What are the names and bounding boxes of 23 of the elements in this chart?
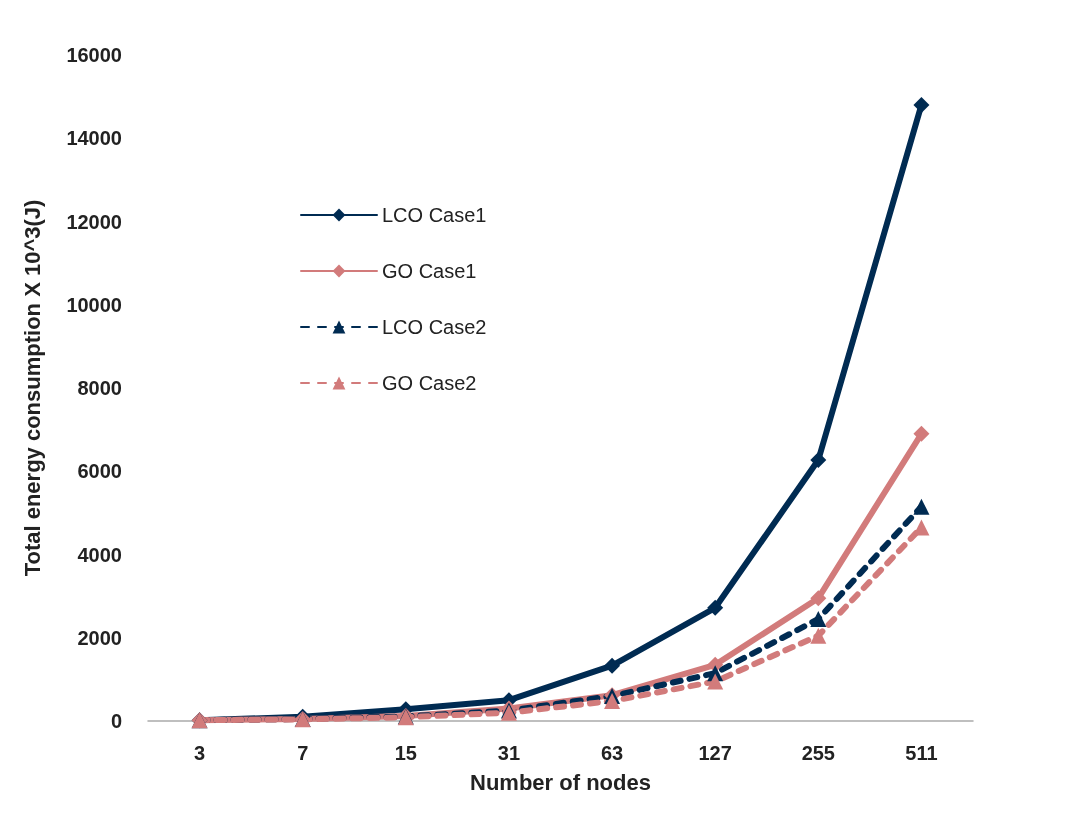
- legend-label: GO Case1: [382, 260, 477, 282]
- legend-label: GO Case2: [382, 372, 477, 394]
- x-tick-label: 127: [698, 742, 732, 764]
- x-tick-label: 15: [394, 742, 417, 764]
- y-tick-label: 6000: [77, 460, 122, 483]
- x-tick-label: 7: [297, 742, 309, 764]
- y-tick-label: 2000: [77, 626, 122, 649]
- y-tick-label: 10000: [66, 293, 122, 316]
- y-tick-label: 4000: [77, 543, 122, 566]
- y-axis-title: Total energy consumption X 10^3(J): [19, 199, 45, 577]
- x-axis-title: Number of nodes: [470, 769, 651, 795]
- x-tick-label: 3: [194, 742, 206, 764]
- x-tick-label: 511: [905, 742, 938, 764]
- y-tick-label: 12000: [66, 210, 122, 233]
- y-tick-label: 8000: [77, 377, 122, 399]
- legend-label: LCO Case2: [382, 316, 487, 338]
- x-tick-label: 63: [600, 742, 624, 764]
- legend-label: LCO Case1: [382, 204, 487, 226]
- x-tick-label: 31: [497, 742, 521, 764]
- y-tick-label: 0: [110, 710, 122, 732]
- x-tick-label: 255: [801, 742, 835, 764]
- y-tick-label: 14000: [66, 127, 122, 150]
- y-tick-label: 16000: [66, 44, 122, 66]
